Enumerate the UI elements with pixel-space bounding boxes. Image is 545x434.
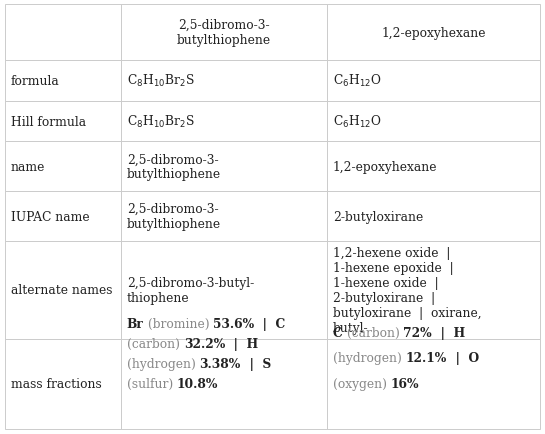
Bar [121, 241, 327, 339]
Text: 1,2-hexene oxide  |
1-hexene epoxide  |
1-hexene oxide  |
2-butyloxirane  |
buty: 1,2-hexene oxide | 1-hexene epoxide | 1-… [333, 246, 482, 334]
Bar [121, 102, 327, 142]
Text: Br: Br [127, 317, 143, 330]
Text: IUPAC name: IUPAC name [11, 210, 89, 223]
Bar [5, 102, 121, 142]
Text: 2,5-dibromo-3-
butylthiophene: 2,5-dibromo-3- butylthiophene [127, 153, 221, 181]
Text: |  S: | S [241, 357, 271, 370]
Text: (carbon): (carbon) [127, 337, 184, 350]
Text: (carbon): (carbon) [343, 326, 403, 339]
Bar [5, 61, 121, 102]
Text: |  H: | H [432, 326, 465, 339]
Text: 12.1%: 12.1% [405, 352, 447, 365]
Bar [5, 339, 121, 429]
Text: (bromine): (bromine) [143, 317, 213, 330]
Text: 2,5-dibromo-3-butyl-
thiophene: 2,5-dibromo-3-butyl- thiophene [127, 276, 254, 304]
Text: 2,5-dibromo-3-
butylthiophene: 2,5-dibromo-3- butylthiophene [177, 19, 271, 47]
Text: C$_{6}$H$_{12}$O: C$_{6}$H$_{12}$O [333, 114, 382, 130]
Text: (oxygen): (oxygen) [333, 378, 391, 391]
Bar [327, 339, 540, 429]
Bar [121, 5, 327, 61]
Text: |  C: | C [254, 317, 286, 330]
Text: mass fractions: mass fractions [11, 378, 102, 391]
Text: C: C [333, 326, 343, 339]
Text: (sulfur): (sulfur) [127, 378, 177, 391]
Text: 2,5-dibromo-3-
butylthiophene: 2,5-dibromo-3- butylthiophene [127, 203, 221, 230]
Bar [5, 5, 121, 61]
Text: |  H: | H [225, 337, 258, 350]
Bar [327, 5, 540, 61]
Bar [121, 339, 327, 429]
Text: 1,2-epoxyhexane: 1,2-epoxyhexane [382, 26, 486, 39]
Text: |  O: | O [447, 352, 479, 365]
Text: 1,2-epoxyhexane: 1,2-epoxyhexane [333, 161, 438, 174]
Text: C$_{8}$H$_{10}$Br$_{2}$S: C$_{8}$H$_{10}$Br$_{2}$S [127, 73, 195, 89]
Bar [5, 241, 121, 339]
Bar [5, 142, 121, 192]
Bar [327, 192, 540, 241]
Text: 32.2%: 32.2% [184, 337, 225, 350]
Text: (hydrogen): (hydrogen) [127, 357, 199, 370]
Text: alternate names: alternate names [11, 283, 112, 296]
Bar [121, 192, 327, 241]
Bar [121, 61, 327, 102]
Text: 10.8%: 10.8% [177, 378, 219, 391]
Text: 3.38%: 3.38% [199, 357, 241, 370]
Text: (hydrogen): (hydrogen) [333, 352, 405, 365]
Text: 53.6%: 53.6% [213, 317, 254, 330]
Text: 72%: 72% [403, 326, 432, 339]
Text: Hill formula: Hill formula [11, 115, 86, 128]
Bar [327, 102, 540, 142]
Bar [121, 142, 327, 192]
Text: formula: formula [11, 75, 60, 88]
Text: 16%: 16% [391, 378, 419, 391]
Bar [327, 241, 540, 339]
Text: name: name [11, 161, 45, 174]
Bar [327, 142, 540, 192]
Bar [5, 192, 121, 241]
Text: C$_{8}$H$_{10}$Br$_{2}$S: C$_{8}$H$_{10}$Br$_{2}$S [127, 114, 195, 130]
Text: 2-butyloxirane: 2-butyloxirane [333, 210, 423, 223]
Text: C$_{6}$H$_{12}$O: C$_{6}$H$_{12}$O [333, 73, 382, 89]
Bar [327, 61, 540, 102]
